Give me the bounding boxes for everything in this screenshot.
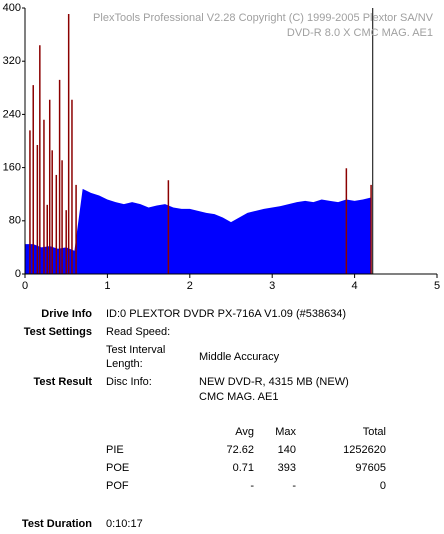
disc-info: CMC MAG. AE1 — [199, 391, 278, 403]
y-tick-label: 160 — [3, 162, 21, 174]
y-tick-label: 400 — [3, 2, 21, 14]
cell: 72.62 — [226, 444, 254, 456]
interval-label: Test Interval — [106, 344, 165, 356]
x-tick-label: 0 — [22, 280, 28, 292]
chart-header: PlexTools Professional V2.28 Copyright (… — [93, 12, 434, 24]
drive-info-label: Drive Info — [41, 308, 92, 320]
x-tick-label: 3 — [269, 280, 275, 292]
chart-header: DVD-R 8.0 X CMC MAG. AE1 — [287, 27, 433, 39]
cell: 393 — [278, 462, 296, 474]
cell: 1252620 — [343, 444, 386, 456]
interval-value: Middle Accuracy — [199, 351, 280, 363]
table-header: Total — [363, 426, 386, 438]
interval-label: Length: — [106, 358, 143, 370]
duration-label: Test Duration — [22, 518, 92, 530]
cell: 140 — [278, 444, 296, 456]
x-tick-label: 2 — [187, 280, 193, 292]
cell: - — [250, 480, 254, 492]
row-label: PIE — [106, 444, 124, 456]
x-tick-label: 5 — [434, 280, 440, 292]
duration: 0:10:17 — [106, 518, 143, 530]
y-tick-label: 320 — [3, 55, 21, 67]
disc-info: NEW DVD-R, 4315 MB (NEW) — [199, 376, 349, 388]
test-settings-label: Test Settings — [24, 326, 92, 338]
drive-info: ID:0 PLEXTOR DVDR PX-716A V1.09 (#538634… — [106, 308, 346, 320]
test-result-label: Test Result — [34, 376, 93, 388]
cell: - — [292, 480, 296, 492]
table-header: Avg — [235, 426, 254, 438]
read-speed: Read Speed: — [106, 326, 170, 338]
cell: 0.71 — [233, 462, 254, 474]
row-label: POF — [106, 480, 129, 492]
pie-area — [25, 188, 372, 274]
y-tick-label: 0 — [15, 268, 21, 280]
disc-info-label: Disc Info: — [106, 376, 152, 388]
table-header: Max — [275, 426, 296, 438]
x-tick-label: 4 — [352, 280, 358, 292]
y-tick-label: 240 — [3, 108, 21, 120]
row-label: POE — [106, 462, 129, 474]
cell: 0 — [380, 480, 386, 492]
x-tick-label: 1 — [104, 280, 110, 292]
cell: 97605 — [355, 462, 386, 474]
y-tick-label: 80 — [9, 215, 21, 227]
